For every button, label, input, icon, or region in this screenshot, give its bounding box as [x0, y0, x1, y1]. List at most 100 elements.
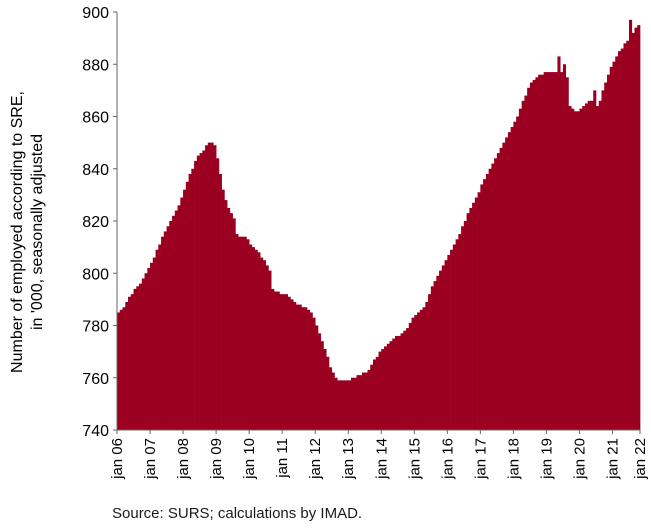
bar	[207, 142, 211, 431]
x-tick-label: jan 08	[175, 438, 192, 480]
bar	[499, 147, 503, 430]
bar	[133, 288, 137, 430]
bar	[119, 309, 123, 430]
bar	[535, 77, 539, 430]
bar	[293, 301, 297, 430]
bar	[510, 126, 514, 430]
bar	[573, 111, 578, 430]
bar	[455, 239, 459, 430]
bar	[213, 145, 217, 431]
bar	[491, 163, 495, 430]
bar	[254, 249, 258, 430]
bar	[540, 74, 545, 430]
bar	[584, 103, 589, 430]
y-axis-label-line2: in '000, seasonally adjusted	[29, 134, 46, 330]
x-tick-label: jan 09	[208, 438, 225, 480]
bar	[582, 106, 586, 431]
bar	[474, 197, 478, 430]
bar	[238, 236, 242, 430]
bar	[609, 66, 613, 431]
bar	[571, 108, 575, 430]
bar	[604, 82, 608, 430]
bar	[235, 234, 239, 430]
bar	[364, 372, 368, 430]
bar	[309, 312, 313, 430]
bar	[444, 260, 448, 430]
x-tick-label: jan 17	[472, 438, 489, 480]
bar	[461, 226, 465, 430]
bar	[615, 56, 619, 430]
y-tick-label: 800	[82, 266, 109, 283]
x-tick-label: jan 22	[632, 438, 649, 480]
source-note: Source: SURS; calculations by IMAD.	[112, 505, 363, 522]
bar	[262, 260, 266, 430]
bar	[480, 184, 484, 430]
bar	[386, 343, 390, 430]
bar	[521, 100, 525, 430]
bar	[543, 72, 547, 430]
bar	[122, 307, 126, 430]
bar	[488, 168, 492, 430]
bar	[290, 299, 294, 431]
bar	[439, 270, 443, 430]
x-tick-label: jan 21	[604, 438, 621, 480]
bar	[345, 380, 349, 430]
y-tick-label: 760	[82, 371, 109, 388]
y-tick-label: 840	[82, 162, 109, 179]
bar	[367, 369, 371, 430]
x-tick-label: jan 19	[538, 438, 555, 480]
bar	[554, 72, 558, 430]
bar	[320, 341, 324, 430]
bar	[637, 25, 641, 431]
bar	[194, 160, 198, 430]
bar	[593, 90, 597, 431]
bar	[546, 72, 550, 430]
bar-series	[117, 19, 641, 431]
y-tick-label: 880	[82, 57, 109, 74]
y-tick-labels: 740 760 780 800 820 840 860 880 900	[82, 5, 117, 440]
bar	[232, 218, 236, 430]
bar	[337, 380, 341, 430]
bar	[218, 173, 222, 430]
bar	[483, 179, 487, 430]
bar	[425, 301, 429, 430]
bar	[282, 294, 286, 430]
bar	[166, 226, 170, 430]
bar	[406, 328, 410, 430]
bar	[538, 74, 542, 430]
bar	[378, 351, 382, 431]
bar	[527, 87, 531, 430]
bar	[180, 197, 184, 430]
bar	[177, 205, 181, 430]
bar	[628, 19, 633, 431]
bar	[551, 72, 556, 430]
bar	[494, 158, 498, 431]
bar	[549, 72, 553, 430]
bar	[279, 294, 283, 430]
bar	[496, 153, 500, 430]
bar	[631, 32, 635, 431]
bar	[265, 265, 269, 430]
bar	[463, 221, 467, 430]
bar	[417, 312, 421, 430]
x-tick-label: jan 11	[274, 438, 291, 479]
bar	[557, 56, 561, 430]
bar	[524, 95, 528, 430]
bar	[150, 262, 154, 430]
bar	[304, 307, 308, 430]
bar	[428, 294, 432, 430]
bar	[414, 315, 418, 430]
bar	[315, 325, 319, 430]
bar	[516, 116, 520, 430]
x-tick-label: jan 18	[505, 438, 522, 480]
bar	[620, 48, 624, 430]
bar	[246, 239, 250, 430]
bar	[323, 349, 327, 430]
bar	[397, 335, 401, 430]
bar	[348, 380, 352, 430]
bar	[513, 121, 517, 430]
bar	[353, 377, 357, 430]
bar	[183, 189, 187, 430]
bar	[532, 79, 536, 431]
y-tick-label: 780	[82, 319, 109, 336]
